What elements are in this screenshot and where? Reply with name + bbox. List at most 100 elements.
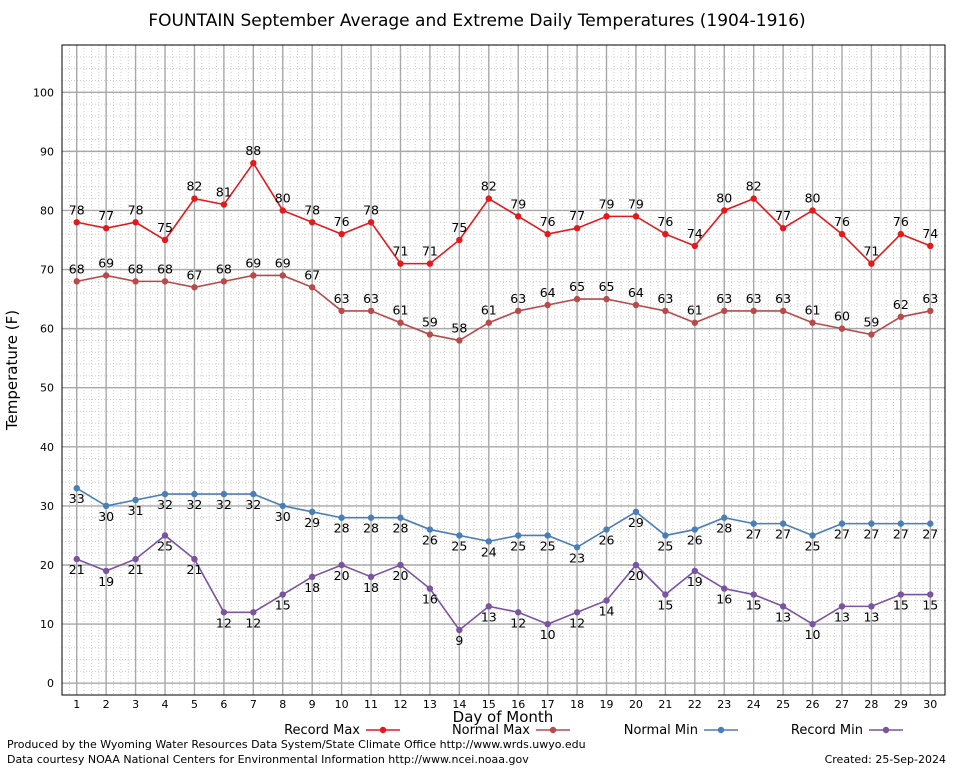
data-point <box>132 219 139 226</box>
data-point <box>367 514 375 521</box>
data-point <box>102 502 110 510</box>
data-label: 31 <box>128 503 144 518</box>
data-point <box>367 219 375 226</box>
data-label: 68 <box>128 261 144 276</box>
data-point <box>250 272 257 279</box>
data-point <box>897 520 905 527</box>
data-label: 75 <box>451 220 467 235</box>
data-label: 20 <box>334 568 350 583</box>
legend-marker <box>379 726 387 734</box>
data-point <box>338 307 345 315</box>
data-point <box>191 195 198 202</box>
data-label: 59 <box>863 315 879 330</box>
data-label: 68 <box>216 261 232 276</box>
data-point <box>515 532 522 539</box>
legend-label: Record Min <box>791 723 863 738</box>
data-label: 76 <box>657 214 673 229</box>
data-label: 19 <box>687 574 703 589</box>
data-point <box>927 307 934 315</box>
data-point <box>250 609 257 616</box>
y-axis-label: Temperature (F) <box>3 310 21 431</box>
data-label: 15 <box>657 598 673 613</box>
data-label: 58 <box>451 320 467 335</box>
data-label: 25 <box>657 538 673 553</box>
legend-marker <box>882 726 890 734</box>
y-tick-label: 60 <box>40 323 54 336</box>
data-point <box>161 532 169 539</box>
data-point <box>779 307 787 315</box>
data-point <box>426 585 434 592</box>
y-tick-label: 70 <box>40 264 54 277</box>
data-point <box>897 230 905 238</box>
data-point <box>515 609 522 616</box>
data-label: 61 <box>687 303 703 318</box>
data-point <box>573 609 581 616</box>
data-point <box>279 272 286 279</box>
data-label: 21 <box>69 562 85 577</box>
data-label: 69 <box>245 255 261 270</box>
data-label: 78 <box>304 202 320 217</box>
data-point <box>544 230 551 238</box>
data-label: 63 <box>657 291 673 306</box>
data-point <box>838 603 846 610</box>
x-tick-label: 4 <box>162 698 169 711</box>
data-point <box>779 520 787 527</box>
data-label: 80 <box>275 190 291 205</box>
data-point <box>691 526 699 533</box>
x-tick-label: 30 <box>923 698 937 711</box>
data-label: 19 <box>98 574 114 589</box>
data-label: 15 <box>893 598 909 613</box>
x-tick-label: 23 <box>717 698 731 711</box>
data-point <box>73 219 80 226</box>
data-point <box>721 514 728 521</box>
data-point <box>897 591 905 598</box>
x-tick-label: 22 <box>688 698 702 711</box>
x-axis-label: Day of Month <box>453 708 554 726</box>
data-point <box>220 201 228 208</box>
data-point <box>485 195 492 202</box>
x-tick-label: 13 <box>423 698 437 711</box>
series-group: 78 77 78 75 82 81 88 80 78 76 78 71 71 75 82 79 76 77 79 79… <box>69 143 939 648</box>
data-label: 25 <box>451 538 467 553</box>
data-label: 27 <box>746 527 762 542</box>
x-tick-label: 10 <box>335 698 349 711</box>
x-tick-label: 29 <box>894 698 908 711</box>
x-tick-label: 27 <box>835 698 849 711</box>
data-point <box>132 555 139 563</box>
data-point <box>838 520 846 527</box>
x-tick-label: 8 <box>279 698 286 711</box>
data-point <box>868 603 875 610</box>
data-point <box>573 224 581 232</box>
data-point <box>544 301 551 309</box>
data-point <box>308 219 316 226</box>
data-label: 65 <box>569 279 585 294</box>
legend-item-record-max: Record Max <box>284 723 400 738</box>
data-point <box>721 585 728 592</box>
data-label: 81 <box>216 185 232 200</box>
series-record-max: 78 77 78 75 82 81 88 80 78 76 78 71 71 75 82 79 76 77 79 79… <box>69 143 938 267</box>
data-point <box>338 514 345 521</box>
data-label: 61 <box>481 303 497 318</box>
data-point <box>220 278 228 285</box>
x-tick-label: 24 <box>747 698 761 711</box>
data-point <box>544 532 551 539</box>
data-point <box>868 520 875 527</box>
data-label: 26 <box>599 533 615 548</box>
data-point <box>750 591 757 598</box>
data-point <box>456 626 463 634</box>
data-label: 68 <box>69 261 85 276</box>
legend-marker <box>717 726 725 734</box>
x-tick-label: 9 <box>309 698 316 711</box>
data-point <box>279 591 286 598</box>
data-point <box>132 496 139 504</box>
x-tick-label: 14 <box>452 698 466 711</box>
data-point <box>809 319 816 326</box>
data-point <box>838 325 846 332</box>
y-tick-label: 0 <box>47 677 54 690</box>
data-point <box>515 307 522 315</box>
data-label: 74 <box>687 226 703 241</box>
data-label: 32 <box>216 497 232 512</box>
data-point <box>927 520 934 527</box>
x-tick-label: 11 <box>364 698 378 711</box>
data-label: 76 <box>834 214 850 229</box>
